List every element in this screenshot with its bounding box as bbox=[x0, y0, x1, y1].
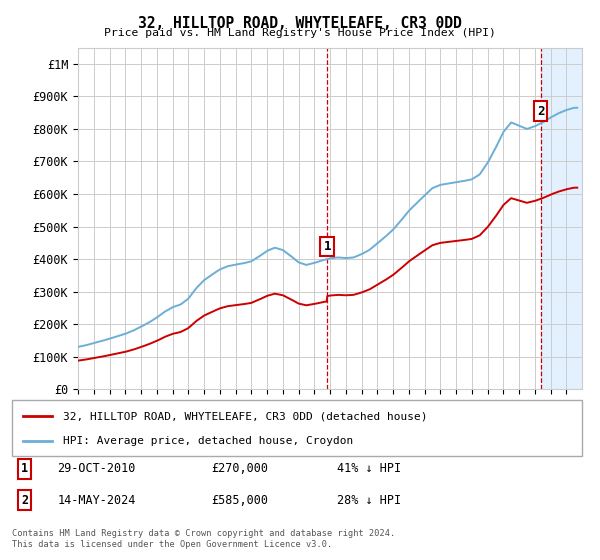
Text: 2: 2 bbox=[537, 105, 544, 118]
Text: £585,000: £585,000 bbox=[212, 493, 269, 507]
Text: 32, HILLTOP ROAD, WHYTELEAFE, CR3 0DD: 32, HILLTOP ROAD, WHYTELEAFE, CR3 0DD bbox=[138, 16, 462, 31]
Text: 29-OCT-2010: 29-OCT-2010 bbox=[58, 462, 136, 475]
Text: 14-MAY-2024: 14-MAY-2024 bbox=[58, 493, 136, 507]
Text: Contains HM Land Registry data © Crown copyright and database right 2024.: Contains HM Land Registry data © Crown c… bbox=[12, 529, 395, 538]
Text: 1: 1 bbox=[323, 240, 331, 253]
Text: 1: 1 bbox=[21, 462, 28, 475]
Text: This data is licensed under the Open Government Licence v3.0.: This data is licensed under the Open Gov… bbox=[12, 540, 332, 549]
FancyBboxPatch shape bbox=[12, 400, 582, 456]
Text: HPI: Average price, detached house, Croydon: HPI: Average price, detached house, Croy… bbox=[64, 436, 353, 446]
Text: £270,000: £270,000 bbox=[212, 462, 269, 475]
Text: 41% ↓ HPI: 41% ↓ HPI bbox=[337, 462, 401, 475]
Text: Price paid vs. HM Land Registry's House Price Index (HPI): Price paid vs. HM Land Registry's House … bbox=[104, 28, 496, 38]
Text: 2: 2 bbox=[21, 493, 28, 507]
Text: 32, HILLTOP ROAD, WHYTELEAFE, CR3 0DD (detached house): 32, HILLTOP ROAD, WHYTELEAFE, CR3 0DD (d… bbox=[64, 411, 428, 421]
Text: 28% ↓ HPI: 28% ↓ HPI bbox=[337, 493, 401, 507]
Bar bbox=[541, 48, 582, 389]
